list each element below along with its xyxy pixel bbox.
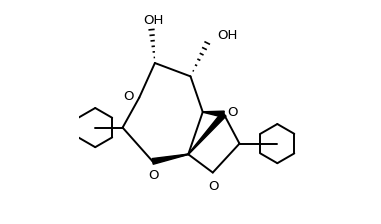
Polygon shape — [152, 154, 188, 164]
Text: OH: OH — [144, 14, 164, 27]
Text: O: O — [149, 169, 159, 182]
Polygon shape — [188, 112, 226, 154]
Text: OH: OH — [217, 29, 238, 42]
Text: O: O — [123, 90, 134, 103]
Text: O: O — [209, 180, 219, 193]
Polygon shape — [203, 111, 224, 117]
Text: O: O — [227, 106, 238, 118]
